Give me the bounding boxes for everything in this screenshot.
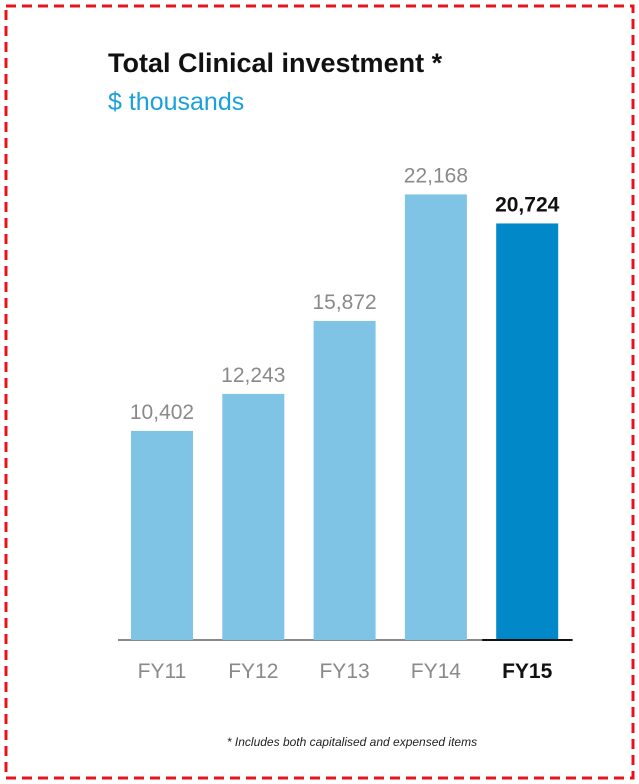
- bar: [222, 393, 285, 640]
- value-label: 20,724: [495, 193, 560, 216]
- x-tick-label: FY14: [411, 660, 462, 683]
- value-label: 22,168: [404, 164, 468, 187]
- bar: [404, 194, 467, 640]
- dashed-border: [4, 4, 635, 780]
- chart-title: Total Clinical investment *: [108, 48, 443, 78]
- bar: [313, 320, 376, 640]
- footnote: * Includes both capitalised and expensed…: [227, 735, 477, 749]
- x-tick-label: FY15: [502, 660, 553, 683]
- x-tick-label: FY13: [319, 660, 369, 683]
- chart-subtitle: $ thousands: [108, 88, 244, 116]
- value-label: 15,872: [312, 291, 376, 314]
- x-tick-label: FY12: [228, 660, 278, 683]
- x-tick-label: FY11: [138, 660, 187, 683]
- value-label: 10,402: [130, 401, 194, 424]
- bar: [496, 223, 559, 640]
- value-label: 12,243: [221, 364, 285, 387]
- bar: [131, 430, 193, 640]
